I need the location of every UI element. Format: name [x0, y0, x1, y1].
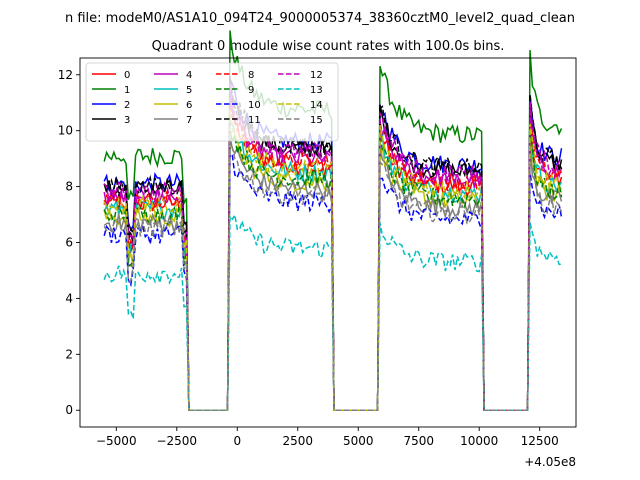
- y-tick-label: 8: [65, 180, 73, 194]
- y-tick-label: 2: [65, 347, 73, 361]
- x-tick-label: 12500: [521, 434, 559, 448]
- legend-label-10: 10: [248, 100, 261, 111]
- axes: −5000 −2500 0 2500 5000 7500 10000 125000246810…: [58, 57, 577, 448]
- x-tick-label: −5000: [96, 434, 137, 448]
- legend-label-13: 13: [310, 85, 323, 96]
- legend-label-3: 3: [124, 115, 130, 126]
- x-tick-label: 0: [233, 434, 241, 448]
- chart-title: Quadrant 0 module wise count rates with …: [152, 39, 505, 54]
- series-line-12: [103, 82, 563, 411]
- x-tick-label: 5000: [343, 434, 374, 448]
- y-tick-label: 10: [58, 124, 73, 138]
- legend-label-8: 8: [248, 70, 254, 81]
- legend-box: [85, 62, 339, 142]
- legend-label-14: 14: [310, 100, 323, 111]
- x-offset-label: +4.05e8: [524, 455, 576, 469]
- series-line-15: [103, 141, 563, 411]
- legend-label-6: 6: [186, 100, 192, 111]
- legend-label-11: 11: [248, 115, 261, 126]
- legend-label-9: 9: [248, 85, 254, 96]
- y-tick-label: 6: [65, 236, 73, 250]
- legend-label-12: 12: [310, 70, 323, 81]
- x-tick-label: 2500: [282, 434, 313, 448]
- legend-label-0: 0: [124, 70, 130, 81]
- y-tick-label: 0: [65, 403, 73, 417]
- y-tick-label: 12: [58, 68, 73, 82]
- legend-label-15: 15: [310, 115, 323, 126]
- legend-label-4: 4: [186, 70, 192, 81]
- legend-label-5: 5: [186, 85, 192, 96]
- x-tick-label: 7500: [403, 434, 434, 448]
- chart-suptitle: n file: modeM0/AS1A10_094T24_9000005374_…: [65, 11, 575, 26]
- x-tick-label: −2500: [156, 434, 197, 448]
- legend-label-1: 1: [124, 85, 130, 96]
- x-tick-label: 10000: [460, 434, 498, 448]
- plot-lines: [103, 30, 563, 411]
- legend-label-2: 2: [124, 100, 130, 111]
- legend-label-7: 7: [186, 115, 192, 126]
- y-tick-label: 4: [65, 291, 73, 305]
